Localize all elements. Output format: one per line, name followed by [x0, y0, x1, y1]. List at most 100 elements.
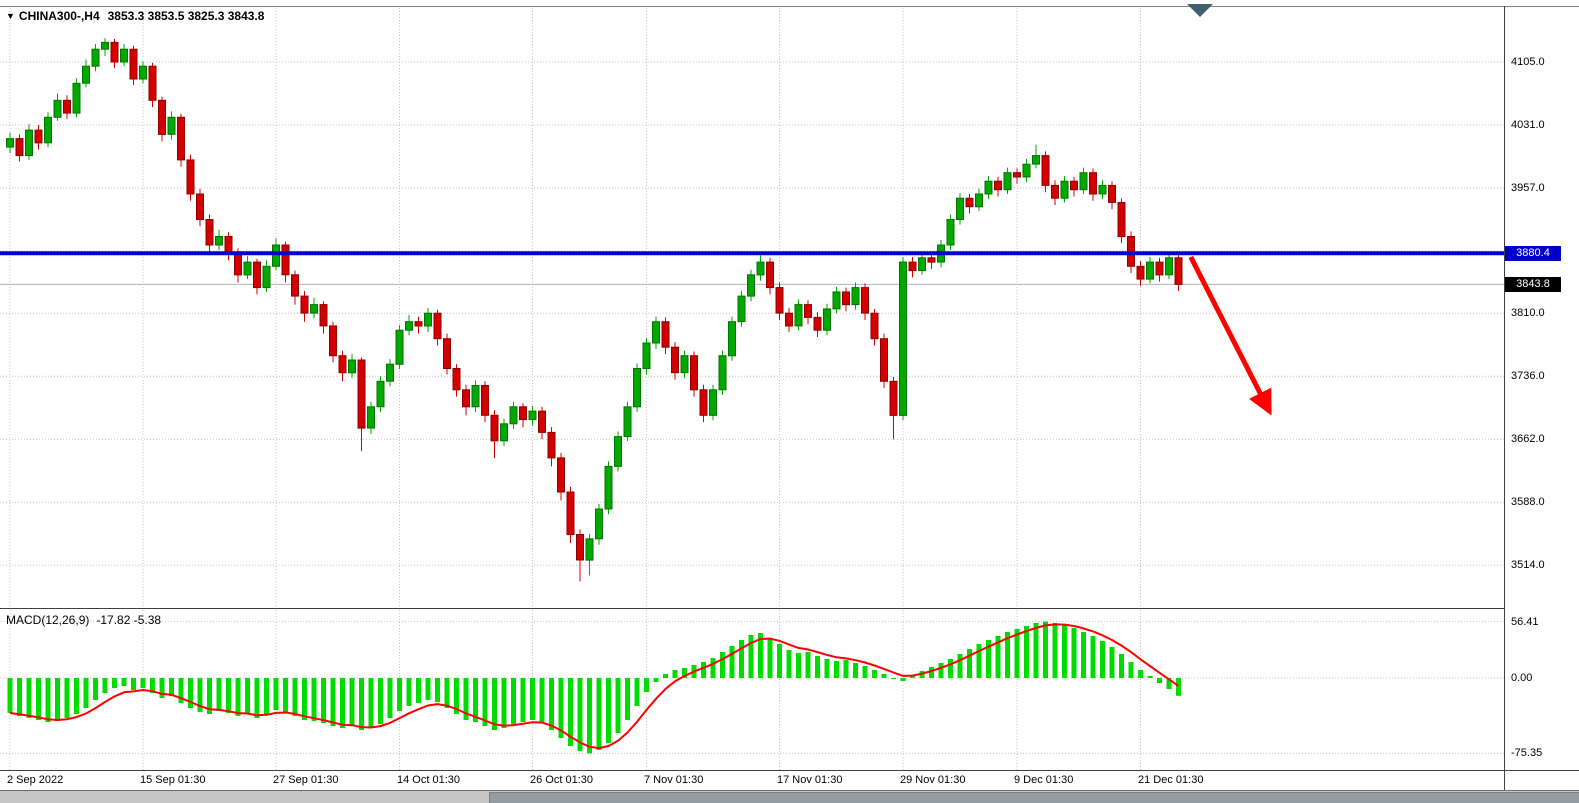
horizontal-scrollbar[interactable]: [0, 790, 1579, 803]
macd-signal-line: [9, 623, 1180, 750]
macd-bar: [406, 678, 412, 706]
macd-bar: [1024, 626, 1029, 678]
macd-bar: [425, 678, 431, 700]
candle: [804, 304, 812, 318]
arrow-object[interactable]: [1188, 255, 1272, 416]
macd-bar: [720, 652, 725, 678]
candle: [709, 389, 717, 416]
macd-bar: [340, 678, 345, 728]
macd-bar: [1090, 636, 1096, 678]
candle: [15, 138, 24, 157]
macd-indicator-title: MACD(12,26,9) -17.82 -5.38: [6, 613, 161, 627]
macd-bar: [853, 663, 858, 678]
candle: [851, 287, 860, 306]
macd-bar: [948, 659, 953, 678]
candle: [224, 236, 233, 254]
candle: [1032, 155, 1040, 165]
candle: [310, 304, 318, 314]
macd-bar: [1005, 632, 1010, 678]
macd-bar: [169, 678, 174, 696]
macd-bar: [872, 670, 877, 678]
macd-bar: [900, 678, 906, 681]
macd-bar: [1033, 623, 1039, 678]
chart-title: ▼ CHINA300-,H4 3853.3 3853.5 3825.3 3843.8: [6, 9, 264, 23]
candle: [148, 65, 157, 101]
candle: [262, 265, 271, 289]
macd-name-label: MACD(12,26,9): [6, 613, 90, 627]
candle: [490, 414, 499, 442]
macd-bar: [995, 636, 1001, 678]
candle: [386, 363, 394, 382]
macd-bar: [55, 678, 60, 721]
macd-bar: [26, 678, 32, 718]
macd-bar: [140, 678, 146, 688]
candle: [291, 274, 299, 297]
candle: [63, 99, 71, 114]
macd-bar: [1119, 654, 1124, 678]
macd-bar: [349, 678, 355, 726]
macd-bar: [150, 678, 155, 693]
macd-bar: [1100, 641, 1105, 678]
macd-bar: [159, 678, 165, 698]
macd-bar: [558, 678, 564, 738]
macd-bar: [1043, 621, 1048, 678]
macd-bar: [93, 678, 98, 700]
candle: [1108, 184, 1116, 203]
macd-bar: [758, 633, 763, 678]
candle: [395, 329, 404, 365]
candle: [101, 41, 109, 50]
candle: [785, 312, 793, 327]
scrollbar-thumb[interactable]: [489, 792, 1579, 803]
macd-bar: [102, 678, 108, 693]
macd-bar: [17, 678, 22, 716]
candle: [72, 82, 81, 114]
candle: [158, 99, 166, 135]
candle: [186, 159, 195, 195]
candle: [500, 423, 508, 442]
candle: [414, 321, 423, 327]
chart-shift-marker[interactable]: [1187, 4, 1213, 17]
candle: [1003, 172, 1012, 191]
candle: [965, 197, 974, 208]
candle: [167, 116, 176, 135]
macd-bar: [1147, 676, 1153, 678]
macd-bar: [663, 674, 668, 678]
macd-bar: [796, 653, 801, 678]
candle: [1089, 172, 1097, 195]
candle: [234, 253, 242, 276]
macd-bar: [1071, 628, 1077, 678]
candle: [794, 304, 803, 327]
macd-bar: [216, 678, 222, 711]
candle: [300, 295, 309, 314]
candle: [1013, 172, 1021, 178]
macd-bar: [767, 638, 773, 678]
candle: [661, 321, 670, 348]
macd-bar: [1128, 662, 1134, 678]
candle: [139, 65, 147, 80]
candle: [633, 368, 641, 408]
candle: [557, 457, 565, 493]
macd-bar: [957, 654, 963, 678]
macd-bar: [701, 662, 706, 678]
macd-bar: [1157, 678, 1162, 683]
macd-bar: [463, 678, 469, 720]
candle: [842, 291, 850, 306]
candle: [861, 287, 869, 314]
candle: [91, 48, 100, 67]
candle: [528, 410, 537, 421]
macd-bar: [1166, 678, 1172, 689]
macd-bar: [596, 678, 602, 750]
candle: [281, 244, 290, 276]
macd-bar: [1014, 629, 1020, 678]
macd-bar: [302, 678, 307, 720]
candle: [813, 316, 822, 331]
macd-bar: [834, 661, 839, 678]
candle: [823, 308, 831, 331]
macd-bar: [74, 678, 79, 714]
macd-bar: [387, 678, 393, 718]
macd-bar: [805, 652, 811, 678]
macd-bar: [843, 660, 849, 678]
candle: [243, 261, 252, 276]
candle: [614, 436, 622, 467]
